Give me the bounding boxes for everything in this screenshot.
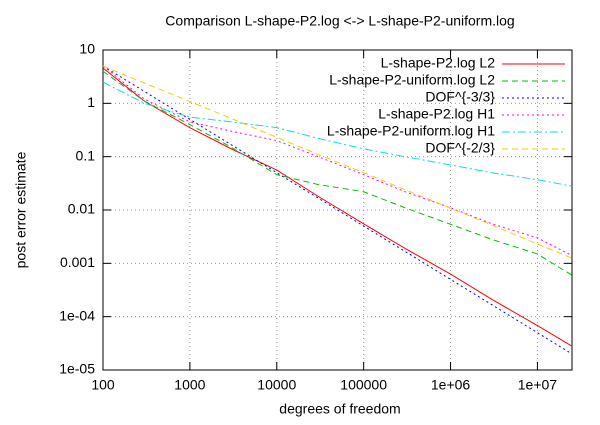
x-tick-label: 10000 [257,377,296,393]
series-line [102,65,573,355]
series-line [102,67,573,347]
legend-label: L-shape-P2.log H1 [378,106,495,122]
series-line [102,70,573,276]
y-tick-label: 10 [79,41,95,57]
legend-label: DOF^{-2/3} [425,140,495,156]
series-line [102,81,573,187]
x-tick-label: 100000 [340,377,387,393]
legend-label: L-shape-P2-uniform.log H1 [327,123,495,139]
y-tick-label: 1e-05 [59,361,95,377]
y-tick-label: 0.001 [60,254,95,270]
x-tick-label: 1e+06 [431,377,471,393]
x-tick-label: 1000 [174,377,205,393]
series-line [102,65,573,256]
legend-label: L-shape-P2-uniform.log L2 [329,72,495,88]
legend-label: L-shape-P2.log L2 [381,55,496,71]
y-tick-label: 0.1 [76,147,96,163]
x-axis-label: degrees of freedom [279,401,400,417]
x-tick-label: 100 [91,377,115,393]
legend-label: DOF^{-3/3} [425,89,495,105]
x-tick-label: 1e+07 [518,377,558,393]
chart-title: Comparison L-shape-P2.log <-> L-shape-P2… [165,13,514,29]
y-tick-label: 0.01 [68,201,95,217]
series-line [102,65,573,259]
y-tick-label: 1 [87,94,95,110]
y-tick-label: 1e-04 [59,307,95,323]
y-axis-label: post error estimate [13,151,29,268]
plot-frame [102,49,573,371]
